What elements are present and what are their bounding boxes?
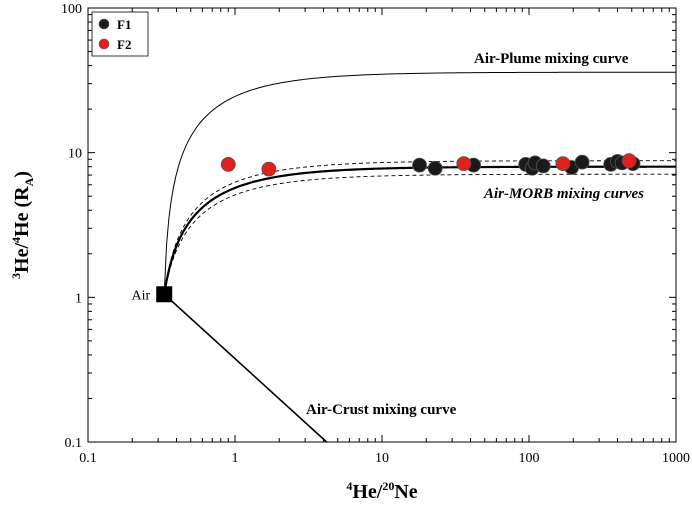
point-f1 [535,158,551,174]
y-label-sup1: 3 [9,273,23,279]
x-tick-label: 100 [519,451,540,466]
axis-ticks [87,8,676,443]
point-f2 [621,153,637,169]
point-f1 [427,160,443,176]
point-f2 [456,156,472,172]
point-f2 [220,156,236,172]
y-label-text2: He (R [11,186,33,237]
y-tick-label: 10 [68,147,82,162]
tick-labels: 0.1 1 10 100 1000 0.1 1 10 100 [61,2,690,466]
plot-frame [87,7,677,443]
y-label-text3: ) [11,171,33,178]
legend-label-f1: F1 [117,17,131,32]
x-tick-label: 1 [232,451,239,466]
morb-curves-label: Air-MORB mixing curves [483,186,644,202]
y-axis-label: 3He/4He (RA) [9,171,36,279]
y-tick-label: 0.1 [65,436,83,451]
x-label-sup2: 20 [382,479,394,493]
x-tick-label: 10 [375,451,389,466]
plume-curve-label: Air-Plume mixing curve [474,51,629,67]
point-f1 [574,154,590,170]
air-plume-curve [163,71,676,295]
air-morb-lower-curve [163,173,676,295]
x-tick-label: 0.1 [79,451,97,466]
y-tick-label: 1 [75,291,82,306]
air-marker [156,286,173,303]
y-tick-label: 100 [61,2,82,17]
y-label-text1: He/ [11,243,33,273]
air-morb-upper-curve [163,160,676,295]
air-crust-curve [163,293,328,443]
legend: F1 F2 [91,11,149,57]
legend-marker-f1 [98,18,110,30]
legend-label-f2: F2 [117,37,131,52]
crust-curve-label: Air-Crust mixing curve [306,402,457,418]
y-label-sub: A [22,177,36,186]
x-label-sup1: 4 [346,479,352,493]
mixing-curves [163,71,676,443]
x-axis-label: 4He/20Ne [346,479,417,503]
point-f1 [412,157,427,173]
point-f2 [261,161,277,177]
legend-marker-f2 [98,38,110,50]
data-points [220,153,641,177]
x-label-text1: He/ [352,481,382,503]
y-label-sup2: 4 [9,237,23,243]
air-label: Air [132,288,151,303]
x-tick-label: 1000 [662,451,690,466]
point-f2 [555,156,571,172]
x-label-text2: Ne [394,481,417,503]
legend-box [91,11,149,57]
